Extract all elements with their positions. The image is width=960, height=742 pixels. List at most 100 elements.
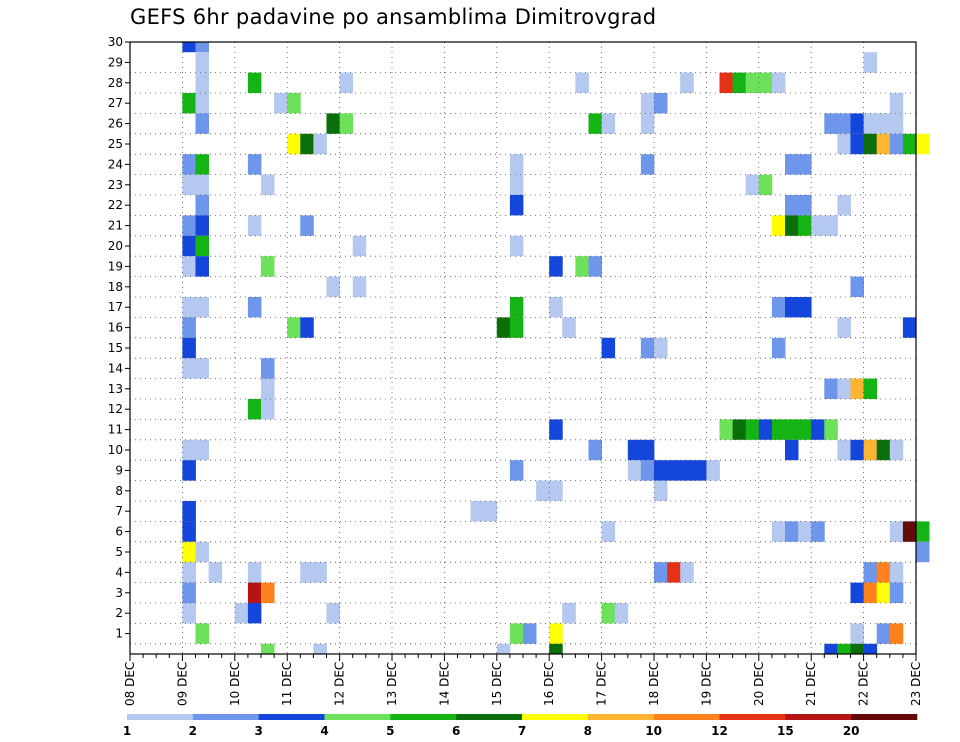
heatmap-cell <box>287 133 301 155</box>
heatmap-cell <box>549 419 563 440</box>
colorbar-label: 3 <box>254 724 262 738</box>
heatmap-cell <box>640 439 655 461</box>
heatmap-cell <box>863 562 878 583</box>
y-tick-label: 23 <box>108 178 123 192</box>
heatmap-cell <box>824 113 838 134</box>
heatmap-cell <box>640 337 655 359</box>
heatmap-cell <box>889 582 904 603</box>
heatmap-cell <box>195 235 209 257</box>
heatmap-cell <box>195 174 209 195</box>
heatmap-cell <box>261 174 275 195</box>
heatmap-cell <box>509 297 524 318</box>
heatmap-cell <box>654 562 668 583</box>
x-tick-label: 11 DEC <box>280 662 294 706</box>
heatmap-cell <box>758 419 773 440</box>
colorbar-segment <box>127 714 194 720</box>
heatmap-cell <box>902 133 917 155</box>
heatmap-cell <box>182 174 196 195</box>
heatmap-cell <box>916 521 930 542</box>
y-tick-label: 29 <box>108 55 123 69</box>
heatmap-cell <box>195 72 209 93</box>
y-tick-label: 19 <box>108 259 123 273</box>
heatmap-cell <box>785 297 799 318</box>
heatmap-cell <box>889 113 904 134</box>
colorbar-label: 7 <box>518 724 526 738</box>
heatmap-cell <box>758 174 773 195</box>
heatmap-cell <box>287 317 301 338</box>
heatmap-cell <box>182 521 196 542</box>
heatmap-cell <box>627 439 642 461</box>
heatmap-cell <box>811 419 825 440</box>
heatmap-cell <box>261 358 275 379</box>
heatmap-cell <box>798 297 812 318</box>
heatmap-cell <box>732 419 747 440</box>
heatmap-cell <box>509 174 524 195</box>
heatmap-cell <box>798 154 812 175</box>
heatmap-cell <box>654 480 668 501</box>
colorbar-label: 12 <box>711 724 728 738</box>
y-tick-label: 10 <box>108 443 123 457</box>
heatmap-cell <box>916 133 930 155</box>
colorbar-segment <box>390 714 457 720</box>
heatmap-cell <box>654 93 668 114</box>
heatmap-cell <box>195 297 209 318</box>
x-tick-label: 21 DEC <box>804 662 818 706</box>
heatmap-cell <box>785 215 799 236</box>
heatmap-cell <box>902 521 917 542</box>
heatmap-cell <box>326 276 340 297</box>
y-tick-label: 6 <box>115 525 123 539</box>
heatmap-cell <box>261 643 275 654</box>
heatmap-cell <box>182 603 196 624</box>
heatmap-cell <box>876 133 891 155</box>
heatmap-cell <box>182 358 196 379</box>
heatmap-cell <box>549 480 563 501</box>
heatmap-cell <box>889 623 904 644</box>
heatmap-cell <box>876 623 891 644</box>
colorbar-segment <box>719 714 786 720</box>
y-tick-label: 24 <box>108 157 123 171</box>
y-tick-label: 25 <box>108 137 123 151</box>
y-tick-label: 5 <box>115 545 123 559</box>
heatmap-cell <box>313 562 327 583</box>
colorbar-label: 15 <box>777 724 794 738</box>
heatmap-cell <box>549 256 563 277</box>
chart-title: GEFS 6hr padavine po ansamblima Dimitrov… <box>130 5 657 29</box>
heatmap-cell <box>693 460 707 481</box>
heatmap-cell <box>601 521 616 542</box>
heatmap-cell <box>889 521 904 542</box>
heatmap-cell <box>837 439 851 461</box>
colorbar-label: 1 <box>123 724 131 738</box>
heatmap-cell <box>509 460 524 481</box>
y-tick-label: 11 <box>108 423 123 437</box>
heatmap-cell <box>496 643 511 654</box>
heatmap-cell <box>745 174 760 195</box>
heatmap-cell <box>745 419 760 440</box>
heatmap-cell <box>863 582 878 603</box>
heatmap-cell <box>667 460 681 481</box>
heatmap-cell <box>247 154 262 175</box>
y-tick-label: 9 <box>115 463 123 477</box>
heatmap-cell <box>182 235 196 257</box>
heatmap-cell <box>509 235 524 257</box>
heatmap-cell <box>182 256 196 277</box>
heatmap-cell <box>863 113 878 134</box>
y-tick-label: 15 <box>108 341 123 355</box>
heatmap-cell <box>247 297 262 318</box>
heatmap-cell <box>850 582 864 603</box>
heatmap-cell <box>234 603 249 624</box>
heatmap-cell <box>313 133 327 155</box>
heatmap-cell <box>876 439 891 461</box>
heatmap-cell <box>588 439 602 461</box>
heatmap-cell <box>182 501 196 522</box>
heatmap-cell <box>182 460 196 481</box>
heatmap-cell <box>601 337 616 359</box>
colorbar-segment <box>258 714 325 720</box>
heatmap-cell <box>509 317 524 338</box>
heatmap-cell <box>261 378 275 399</box>
heatmap-cell <box>876 113 891 134</box>
heatmap-cell <box>195 358 209 379</box>
colorbar-segment <box>851 714 918 720</box>
heatmap-cell <box>876 582 891 603</box>
heatmap-cell <box>195 113 209 134</box>
heatmap-cell <box>313 643 327 654</box>
